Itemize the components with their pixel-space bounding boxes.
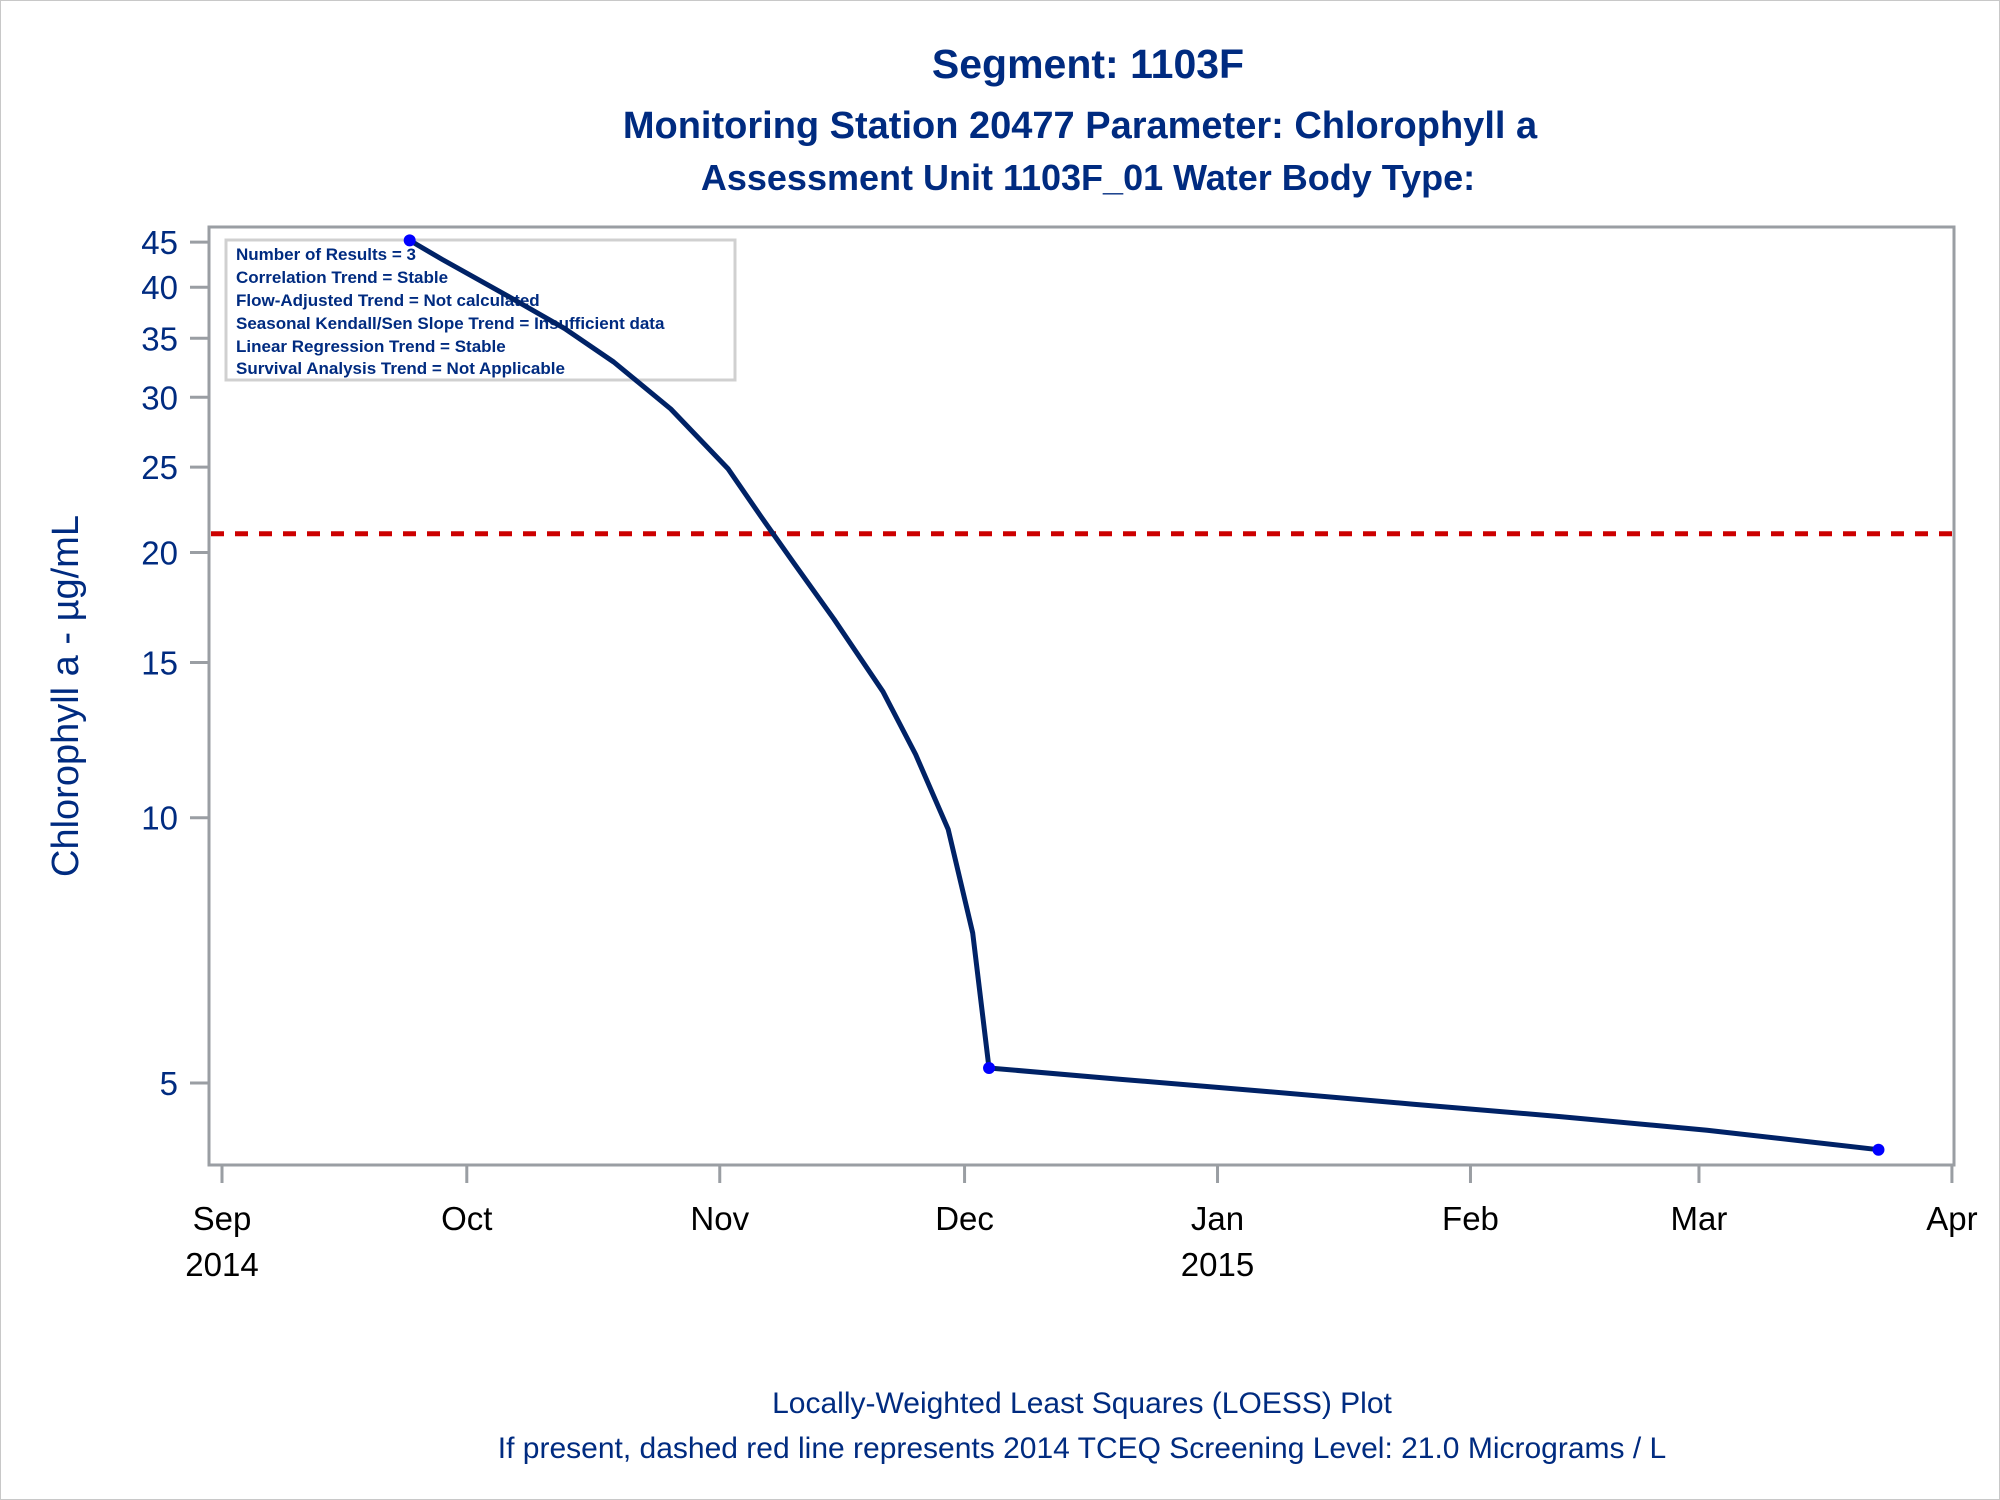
summary-survival-analysis-trend: Survival Analysis Trend = Not Applicable <box>236 359 565 378</box>
x-tick-label: Oct <box>441 1200 492 1237</box>
y-tick-label: 5 <box>160 1065 178 1102</box>
y-tick-label: 30 <box>141 379 178 416</box>
footnote-method: Locally-Weighted Least Squares (LOESS) P… <box>772 1387 1392 1420</box>
x-axis: Sep 2014 Oct Nov Dec Jan 2015 Feb Mar Apr <box>185 1165 1978 1283</box>
y-tick-label: 10 <box>141 800 178 837</box>
x-tick-label: Mar <box>1671 1200 1728 1237</box>
footnote-reference: If present, dashed red line represents 2… <box>498 1432 1666 1465</box>
x-tick-year-label: 2015 <box>1181 1246 1254 1283</box>
chart-subtitle-station: Monitoring Station 20477 Parameter: Chlo… <box>623 105 1538 147</box>
x-tick-year-label: 2014 <box>185 1246 258 1283</box>
summary-flow-adjusted-trend: Flow-Adjusted Trend = Not calculated <box>236 291 540 310</box>
y-tick-label: 25 <box>141 449 178 486</box>
x-tick-label: Nov <box>690 1200 749 1237</box>
plot-area-border <box>207 225 1956 1167</box>
loess-curve <box>407 237 1881 1153</box>
y-tick-label: 45 <box>141 224 178 261</box>
y-axis-label: Chlorophyll a - µg/mL <box>45 515 87 877</box>
chart-title: Segment: 1103F <box>932 41 1244 87</box>
y-axis: 5 10 15 20 25 30 35 40 45 <box>141 224 209 1102</box>
x-tick-label: Dec <box>935 1200 994 1237</box>
trend-summary-border <box>224 238 737 382</box>
chart-subtitle-assessment: Assessment Unit 1103F_01 Water Body Type… <box>701 157 1475 198</box>
data-point <box>403 234 416 247</box>
data-point <box>1872 1143 1885 1156</box>
x-tick-label: Jan <box>1191 1200 1244 1237</box>
summary-correlation-trend: Correlation Trend = Stable <box>236 268 448 287</box>
x-tick-label: Apr <box>1926 1200 1977 1237</box>
data-points <box>403 234 1885 1156</box>
x-tick-label: Feb <box>1442 1200 1499 1237</box>
summary-linear-regression-trend: Linear Regression Trend = Stable <box>236 337 506 356</box>
data-point <box>983 1061 996 1074</box>
x-tick-label: Sep <box>193 1200 252 1237</box>
trend-summary-box: Number of Results = 3 Correlation Trend … <box>224 238 737 382</box>
y-tick-label: 40 <box>141 269 178 306</box>
summary-number-of-results: Number of Results = 3 <box>236 245 416 264</box>
y-tick-label: 20 <box>141 534 178 571</box>
y-tick-label: 15 <box>141 645 178 682</box>
summary-seasonal-kendall-trend: Seasonal Kendall/Sen Slope Trend = Insuf… <box>236 314 665 333</box>
y-tick-label: 35 <box>141 320 178 357</box>
